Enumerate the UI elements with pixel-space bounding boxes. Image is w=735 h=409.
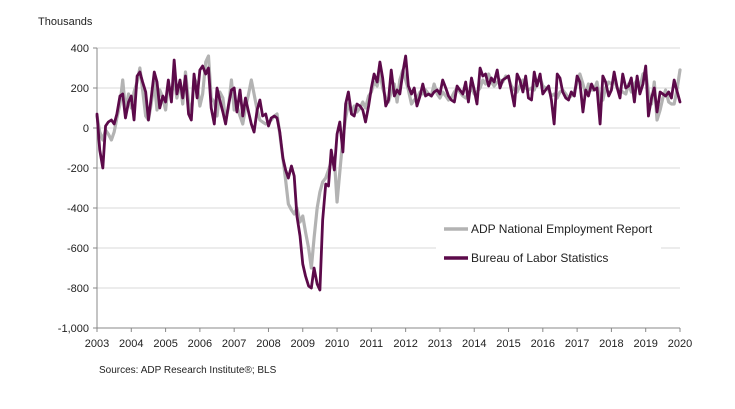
x-tick-label: 2009: [291, 338, 315, 350]
x-tick-labels: 2003 2004 2005 2006 2007 2008 2009 2010 2011 2012…: [85, 328, 692, 350]
y-tick-label: -400: [67, 203, 89, 215]
x-tick-label: 2018: [599, 338, 623, 350]
y-tick-label: 0: [83, 123, 89, 135]
y-axis-title: Thousands: [38, 16, 93, 28]
x-tick-label: 2008: [256, 338, 280, 350]
y-tick-label: 400: [71, 43, 89, 55]
x-tick-label: 2010: [325, 338, 349, 350]
series-lines: [95, 54, 682, 292]
x-tick-label: 2020: [668, 338, 692, 350]
series-line-bls: [95, 54, 682, 292]
x-tick-label: 2014: [462, 338, 486, 350]
x-tick-label: 2015: [496, 338, 520, 350]
x-tick-label: 2004: [119, 338, 143, 350]
x-tick-label: 2007: [222, 338, 246, 350]
y-tick-labels: 400 200 0 -200 -400 -600 -800 -1,000: [58, 43, 97, 335]
x-tick-label: 2005: [153, 338, 177, 350]
y-tick-label: -1,000: [58, 323, 89, 335]
x-tick-label: 2003: [85, 338, 109, 350]
legend-label-adp: ADP National Employment Report: [471, 222, 653, 236]
x-tick-label: 2012: [393, 338, 417, 350]
legend-box: [436, 212, 661, 274]
axes: [96, 48, 680, 329]
legend: ADP National Employment Report Bureau of…: [436, 212, 661, 274]
y-tick-label: -200: [67, 163, 89, 175]
x-tick-label: 2016: [531, 338, 555, 350]
x-tick-label: 2019: [633, 338, 657, 350]
source-note: Sources: ADP Research Institute®; BLS: [99, 365, 277, 376]
y-tick-label: -800: [67, 283, 89, 295]
y-tick-label: 200: [71, 83, 89, 95]
legend-label-bls: Bureau of Labor Statistics: [471, 251, 608, 265]
x-tick-label: 2006: [188, 338, 212, 350]
x-tick-label: 2017: [565, 338, 589, 350]
y-tick-label: -600: [67, 243, 89, 255]
x-tick-label: 2013: [428, 338, 452, 350]
x-tick-label: 2011: [360, 338, 384, 350]
